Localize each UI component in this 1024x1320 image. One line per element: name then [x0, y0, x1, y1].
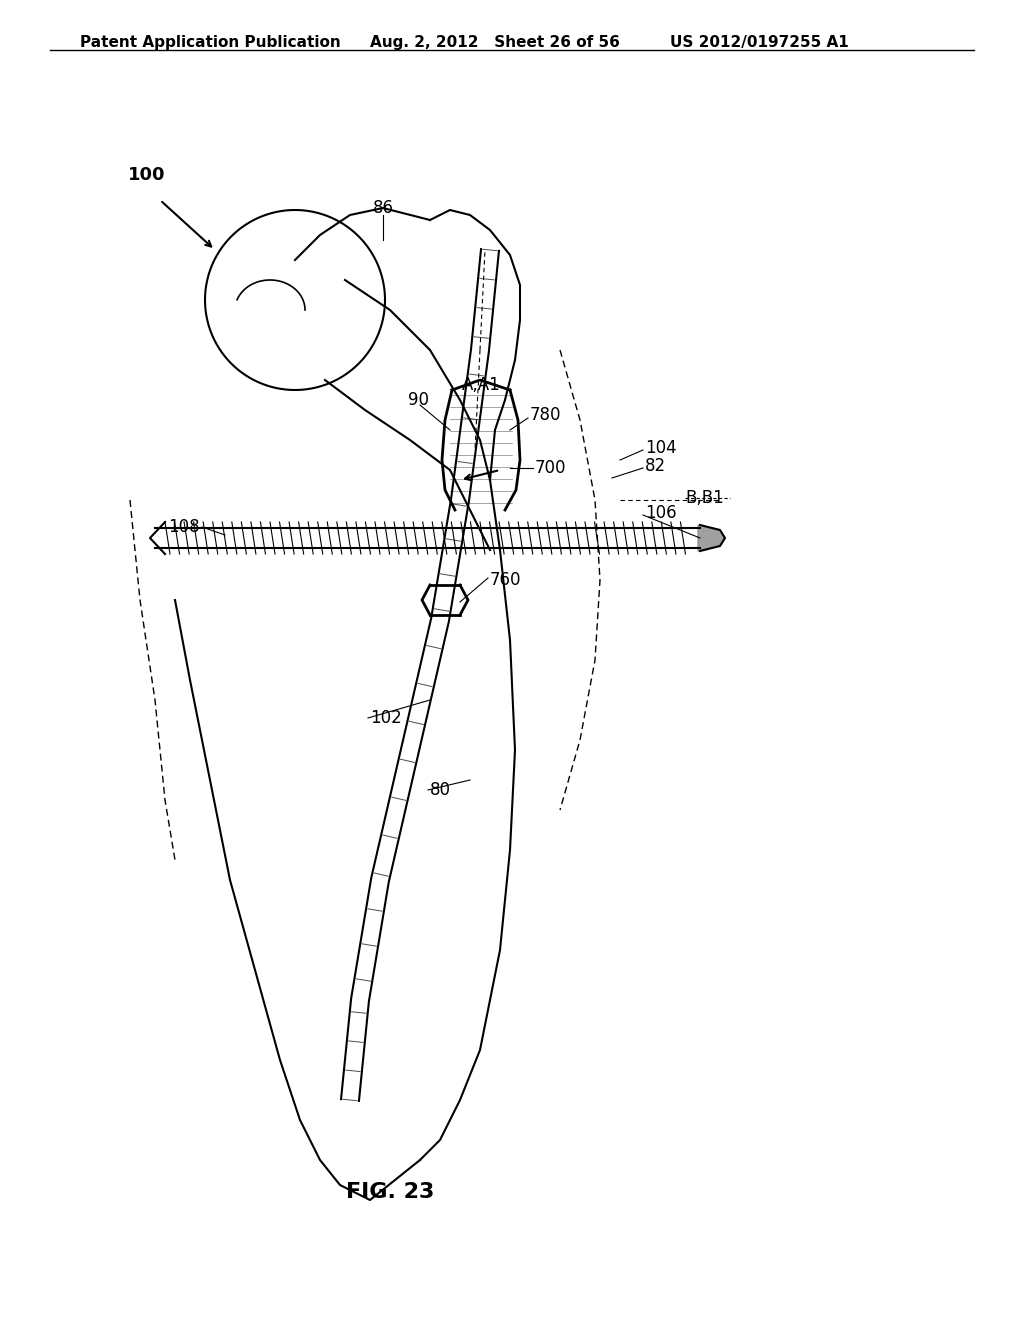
Text: 108: 108 [168, 517, 200, 536]
Polygon shape [698, 525, 725, 550]
Text: 86: 86 [373, 199, 393, 216]
Text: 90: 90 [408, 391, 429, 409]
Text: B,B1: B,B1 [685, 488, 724, 507]
Text: 760: 760 [490, 572, 521, 589]
Text: Aug. 2, 2012   Sheet 26 of 56: Aug. 2, 2012 Sheet 26 of 56 [370, 36, 620, 50]
Text: 82: 82 [645, 457, 667, 475]
Text: 700: 700 [535, 459, 566, 477]
Text: 100: 100 [128, 166, 166, 183]
Text: A,A1: A,A1 [462, 376, 501, 393]
Text: 106: 106 [645, 504, 677, 521]
Text: 102: 102 [370, 709, 401, 727]
Text: US 2012/0197255 A1: US 2012/0197255 A1 [670, 36, 849, 50]
Text: FIG. 23: FIG. 23 [346, 1181, 434, 1203]
Text: 104: 104 [645, 440, 677, 457]
Text: Patent Application Publication: Patent Application Publication [80, 36, 341, 50]
Text: 80: 80 [430, 781, 451, 799]
Text: 780: 780 [530, 407, 561, 424]
